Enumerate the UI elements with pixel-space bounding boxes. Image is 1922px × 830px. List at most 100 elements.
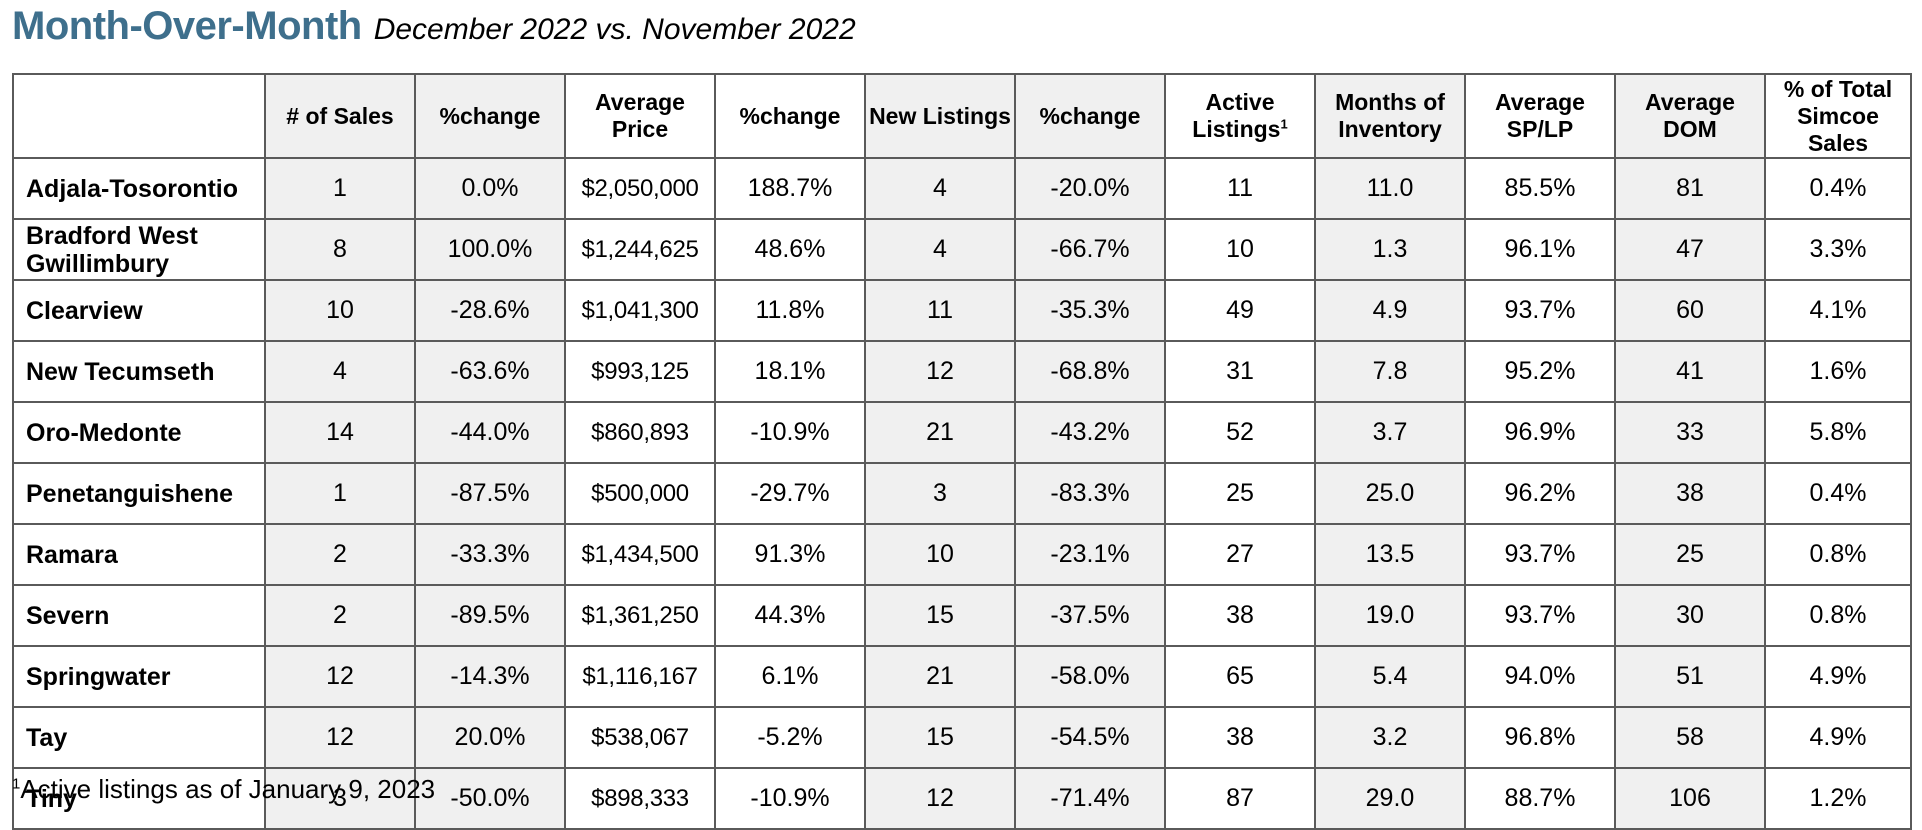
area-name-cell: Ramara bbox=[12, 523, 266, 586]
month-over-month-table: # of Sales %change Average Price %change… bbox=[12, 73, 1912, 830]
price-change-cell: -5.2% bbox=[714, 706, 866, 769]
months-of-inventory-cell: 7.8 bbox=[1314, 340, 1466, 403]
new-listings-cell: 21 bbox=[864, 401, 1016, 464]
table-row: Severn 2 -89.5% $1,361,250 44.3% 15 -37.5% 38 19… bbox=[12, 584, 1912, 647]
listings-change-cell: -58.0% bbox=[1014, 645, 1166, 708]
header-listings-change: %change bbox=[1014, 73, 1166, 159]
new-listings-cell: 12 bbox=[864, 767, 1016, 830]
average-price-cell: $860,893 bbox=[564, 401, 716, 464]
new-listings-cell: 3 bbox=[864, 462, 1016, 525]
header-active-listings-label: Active Listings bbox=[1192, 89, 1281, 142]
sales-change-cell: -63.6% bbox=[414, 340, 566, 403]
sales-change-cell: -14.3% bbox=[414, 645, 566, 708]
percent-total-sales-cell: 4.1% bbox=[1764, 279, 1912, 342]
table-row: Adjala-Tosorontio 1 0.0% $2,050,000 188.7% 4-… bbox=[12, 157, 1912, 220]
active-listings-cell: 65 bbox=[1164, 645, 1316, 708]
sales-change-cell: -89.5% bbox=[414, 584, 566, 647]
area-name-cell: Oro-Medonte bbox=[12, 401, 266, 464]
price-change-cell: 188.7% bbox=[714, 157, 866, 220]
table-row: Bradford West Gwillimbury 8 100.0% $1,244,6… bbox=[12, 218, 1912, 281]
price-change-cell: -10.9% bbox=[714, 401, 866, 464]
new-listings-cell: 10 bbox=[864, 523, 1016, 586]
average-price-cell: $1,434,500 bbox=[564, 523, 716, 586]
price-change-cell: 11.8% bbox=[714, 279, 866, 342]
percent-total-sales-cell: 4.9% bbox=[1764, 645, 1912, 708]
area-name-cell: Bradford West Gwillimbury bbox=[12, 218, 266, 281]
area-name-cell: Springwater bbox=[12, 645, 266, 708]
sales-change-cell: 20.0% bbox=[414, 706, 566, 769]
area-name-cell: Severn bbox=[12, 584, 266, 647]
area-name-cell: Clearview bbox=[12, 279, 266, 342]
new-listings-cell: 15 bbox=[864, 584, 1016, 647]
average-dom-cell: 41 bbox=[1614, 340, 1766, 403]
average-sp-lp-cell: 93.7% bbox=[1464, 584, 1616, 647]
price-change-cell: -10.9% bbox=[714, 767, 866, 830]
price-change-cell: 6.1% bbox=[714, 645, 866, 708]
header-months-of-inventory: Months of Inventory bbox=[1314, 73, 1466, 159]
average-sp-lp-cell: 96.8% bbox=[1464, 706, 1616, 769]
months-of-inventory-cell: 29.0 bbox=[1314, 767, 1466, 830]
number-of-sales-cell: 1 bbox=[264, 157, 416, 220]
average-dom-cell: 47 bbox=[1614, 218, 1766, 281]
average-sp-lp-cell: 95.2% bbox=[1464, 340, 1616, 403]
average-dom-cell: 106 bbox=[1614, 767, 1766, 830]
header-sales-change: %change bbox=[414, 73, 566, 159]
active-listings-cell: 10 bbox=[1164, 218, 1316, 281]
listings-change-cell: -43.2% bbox=[1014, 401, 1166, 464]
percent-total-sales-cell: 0.8% bbox=[1764, 584, 1912, 647]
active-listings-cell: 38 bbox=[1164, 584, 1316, 647]
header-number-of-sales: # of Sales bbox=[264, 73, 416, 159]
percent-total-sales-cell: 5.8% bbox=[1764, 401, 1912, 464]
table-row: New Tecumseth 4 -63.6% $993,125 18.1% 12 -68.8… bbox=[12, 340, 1912, 403]
number-of-sales-cell: 12 bbox=[264, 706, 416, 769]
listings-change-cell: -23.1% bbox=[1014, 523, 1166, 586]
table-header-row: # of Sales %change Average Price %change… bbox=[12, 73, 1912, 159]
number-of-sales-cell: 1 bbox=[264, 462, 416, 525]
average-dom-cell: 58 bbox=[1614, 706, 1766, 769]
listings-change-cell: -66.7% bbox=[1014, 218, 1166, 281]
months-of-inventory-cell: 13.5 bbox=[1314, 523, 1466, 586]
months-of-inventory-cell: 1.3 bbox=[1314, 218, 1466, 281]
months-of-inventory-cell: 11.0 bbox=[1314, 157, 1466, 220]
footnote: 1Active listings as of January 9, 2023 bbox=[12, 774, 435, 805]
average-sp-lp-cell: 85.5% bbox=[1464, 157, 1616, 220]
average-sp-lp-cell: 96.1% bbox=[1464, 218, 1616, 281]
header-percent-total-sales: % of Total Simcoe Sales bbox=[1764, 73, 1912, 159]
months-of-inventory-cell: 4.9 bbox=[1314, 279, 1466, 342]
active-listings-cell: 87 bbox=[1164, 767, 1316, 830]
listings-change-cell: -37.5% bbox=[1014, 584, 1166, 647]
months-of-inventory-cell: 3.7 bbox=[1314, 401, 1466, 464]
number-of-sales-cell: 2 bbox=[264, 523, 416, 586]
table-row: Tay 12 20.0% $538,067 -5.2% 15 -54.5% 38 3.2 96.8… bbox=[12, 706, 1912, 769]
average-sp-lp-cell: 94.0% bbox=[1464, 645, 1616, 708]
active-listings-cell: 52 bbox=[1164, 401, 1316, 464]
number-of-sales-cell: 2 bbox=[264, 584, 416, 647]
header-average-price: Average Price bbox=[564, 73, 716, 159]
average-dom-cell: 81 bbox=[1614, 157, 1766, 220]
area-name-cell: New Tecumseth bbox=[12, 340, 266, 403]
new-listings-cell: 11 bbox=[864, 279, 1016, 342]
average-price-cell: $1,116,167 bbox=[564, 645, 716, 708]
new-listings-cell: 12 bbox=[864, 340, 1016, 403]
average-dom-cell: 38 bbox=[1614, 462, 1766, 525]
percent-total-sales-cell: 0.4% bbox=[1764, 157, 1912, 220]
table-row: Penetanguishene 1 -87.5% $500,000 -29.7% 3 -83… bbox=[12, 462, 1912, 525]
active-listings-cell: 49 bbox=[1164, 279, 1316, 342]
sales-change-cell: -33.3% bbox=[414, 523, 566, 586]
average-sp-lp-cell: 96.9% bbox=[1464, 401, 1616, 464]
listings-change-cell: -68.8% bbox=[1014, 340, 1166, 403]
footnote-mark: 1 bbox=[1280, 116, 1288, 132]
header-active-listings: Active Listings1 bbox=[1164, 73, 1316, 159]
page-heading: Month-Over-Month December 2022 vs. Novem… bbox=[12, 4, 856, 60]
listings-change-cell: -20.0% bbox=[1014, 157, 1166, 220]
price-change-cell: 44.3% bbox=[714, 584, 866, 647]
average-dom-cell: 33 bbox=[1614, 401, 1766, 464]
months-of-inventory-cell: 19.0 bbox=[1314, 584, 1466, 647]
active-listings-cell: 27 bbox=[1164, 523, 1316, 586]
price-change-cell: 48.6% bbox=[714, 218, 866, 281]
price-change-cell: 18.1% bbox=[714, 340, 866, 403]
sales-change-cell: -28.6% bbox=[414, 279, 566, 342]
new-listings-cell: 15 bbox=[864, 706, 1016, 769]
listings-change-cell: -71.4% bbox=[1014, 767, 1166, 830]
months-of-inventory-cell: 3.2 bbox=[1314, 706, 1466, 769]
